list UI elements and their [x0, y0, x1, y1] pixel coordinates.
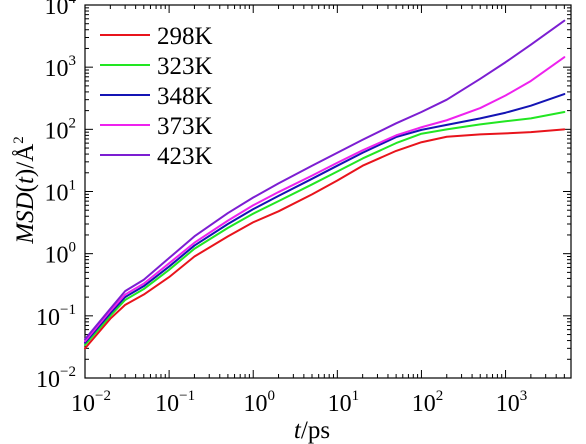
legend-label-323K: 323K [157, 53, 213, 80]
y-tick-label: 101 [45, 178, 77, 207]
x-tick-label-exp: 1 [352, 388, 360, 404]
legend-label-423K: 423K [157, 143, 213, 170]
y-axis-arg: t [12, 176, 39, 184]
x-tick-label: 103 [496, 388, 528, 417]
y-tick-label-exp: 1 [69, 178, 77, 194]
x-tick-label-base: 10 [412, 391, 436, 417]
y-tick-label-exp: 0 [69, 240, 77, 256]
x-tick-label-exp: −2 [95, 388, 111, 404]
y-tick-label-base: 10 [36, 367, 60, 393]
y-tick-label-exp: 4 [69, 0, 77, 7]
x-tick-label: 101 [328, 388, 360, 417]
series-line-348K [84, 93, 566, 344]
series-line-423K [84, 19, 566, 341]
x-tick-label-base: 10 [243, 391, 267, 417]
y-axis-var: MSD [12, 192, 39, 244]
series-layer [84, 19, 566, 350]
x-axis-title: t/ps [294, 417, 330, 444]
y-tick-label: 103 [45, 53, 77, 82]
x-tick-label-exp: −1 [179, 388, 195, 404]
x-tick-label-base: 10 [71, 391, 95, 417]
series-line-323K [84, 111, 566, 346]
legend-label-348K: 348K [157, 83, 213, 110]
y-tick-label-exp: 3 [69, 53, 77, 69]
x-tick-label-base: 10 [155, 391, 179, 417]
x-axis-unit: /ps [301, 417, 330, 444]
legend-label-373K: 373K [157, 113, 213, 140]
x-tick-label: 100 [243, 388, 275, 417]
x-tick-label: 10−1 [155, 388, 195, 417]
y-tick-label-exp: −2 [60, 364, 76, 380]
y-tick-label: 100 [45, 240, 77, 269]
y-tick-label: 10−1 [36, 302, 76, 331]
y-tick-label: 10−2 [36, 364, 76, 393]
x-tick-label-base: 10 [496, 391, 520, 417]
x-axis-var: t [294, 417, 302, 444]
y-tick-label: 102 [45, 115, 77, 144]
y-tick-label-base: 10 [45, 0, 69, 20]
x-tick-label: 10−2 [71, 388, 111, 417]
x-tick-label-exp: 3 [520, 388, 528, 404]
series-line-298K [84, 128, 566, 350]
y-axis-close-paren: ) [12, 169, 39, 177]
y-axis-open-paren: ( [12, 184, 39, 192]
y-axis-unit: /Å [12, 144, 39, 169]
x-tick-label: 102 [412, 388, 444, 417]
y-tick-label-exp: −1 [60, 302, 76, 318]
y-tick-label: 104 [45, 0, 77, 20]
axis-tick-labels: 10−2 10−1 100 101 102 10310−210−1100101102103… [36, 0, 527, 417]
y-tick-label-base: 10 [45, 118, 69, 144]
x-tick-label-base: 10 [328, 391, 352, 417]
y-tick-label-base: 10 [45, 243, 69, 269]
legend-label-298K: 298K [157, 23, 213, 50]
axis-ticks [84, 4, 572, 379]
y-tick-label-base: 10 [45, 56, 69, 82]
legend: 298K 323K 348K 373K 423K [100, 23, 213, 170]
series-line-373K [84, 56, 566, 343]
y-tick-label-exp: 2 [69, 115, 77, 131]
x-tick-label-exp: 2 [436, 388, 444, 404]
y-tick-label-base: 10 [45, 181, 69, 207]
y-axis-title: MSD(t)/Å2 [11, 136, 39, 245]
x-tick-label-exp: 0 [267, 388, 275, 404]
y-tick-label-base: 10 [36, 305, 60, 331]
y-axis-unit-exp: 2 [11, 136, 27, 144]
